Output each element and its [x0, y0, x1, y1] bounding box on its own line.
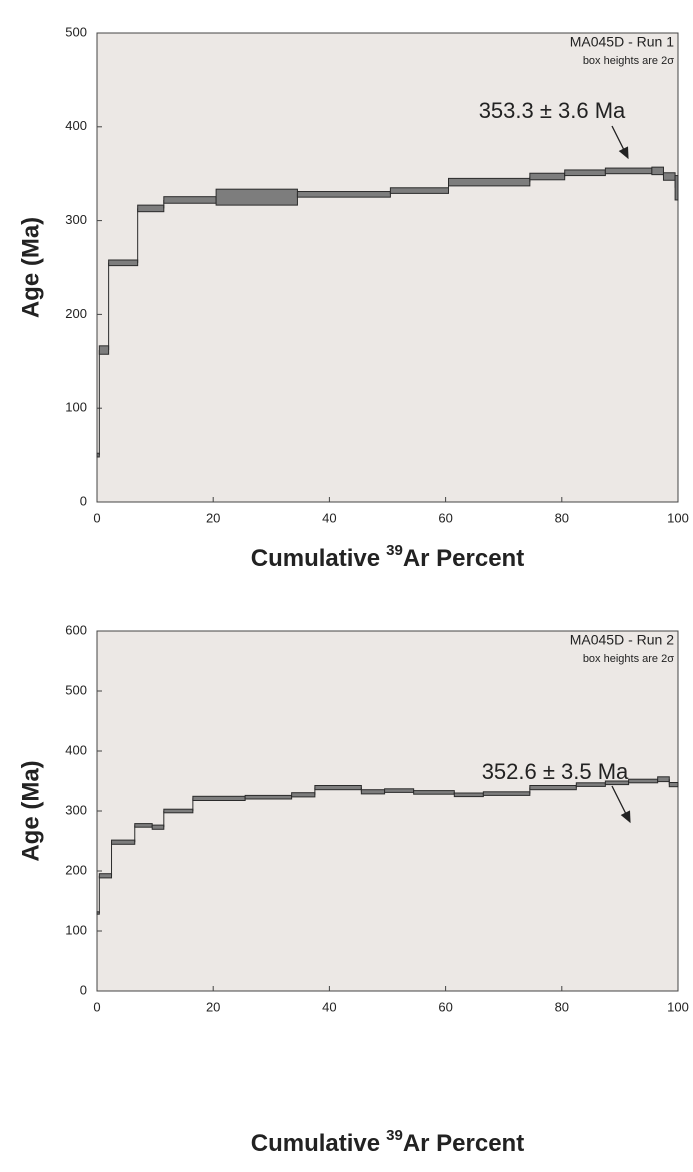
step-box: [98, 873, 113, 879]
step-box: [163, 196, 217, 204]
step-box: [657, 776, 670, 783]
x-axis-label-superscript: 39: [386, 1127, 403, 1144]
step-box: [98, 345, 110, 355]
x-axis-label: Cumulative 39Ar Percent: [251, 1127, 524, 1157]
y-tick-label: 400: [65, 118, 87, 133]
annotation: 353.3 ± 3.6 Ma: [479, 98, 626, 123]
x-axis-label-superscript: 39: [386, 542, 403, 559]
y-axis-label: Age (Ma): [17, 217, 44, 318]
chart-note: box heights are 2σ: [583, 55, 674, 67]
annotation: 352.6 ± 3.5 Ma: [482, 759, 629, 784]
step-box: [389, 187, 450, 194]
step-box: [314, 785, 362, 791]
annotation-arrow: [611, 125, 629, 160]
plot-area: [96, 32, 679, 503]
step-box: [564, 169, 606, 177]
step-box: [108, 259, 139, 267]
x-axis-label: Cumulative 39Ar Percent: [251, 542, 524, 572]
step-box: [163, 808, 194, 814]
y-tick-label: 100: [65, 400, 87, 415]
x-tick-label: 100: [667, 510, 689, 525]
chart-title: MA045D - Run 1: [570, 34, 674, 50]
step-box: [674, 175, 679, 201]
y-tick-label: 300: [65, 212, 87, 227]
step-box: [215, 188, 298, 206]
step-box: [151, 824, 165, 830]
x-axis-label-part: Cumulative: [251, 1130, 380, 1157]
step-box: [482, 791, 531, 796]
y-tick-label: 200: [65, 862, 87, 877]
step-box: [360, 789, 386, 795]
y-tick-label: 0: [80, 493, 87, 508]
y-tick-label: 600: [65, 622, 87, 637]
x-axis-label-part: Cumulative: [251, 545, 380, 572]
chart-note: box heights are 2σ: [583, 653, 674, 665]
annotation-arrow: [611, 785, 631, 824]
step-box: [192, 795, 246, 801]
step-box: [651, 166, 664, 176]
x-tick-label: 0: [93, 510, 100, 525]
step-box: [384, 788, 415, 793]
y-axis-label: Age (Ma): [17, 760, 44, 861]
step-box: [453, 792, 484, 798]
x-tick-label: 60: [438, 999, 452, 1014]
step-box: [448, 177, 531, 187]
step-box: [137, 204, 165, 213]
y-tick-label: 0: [80, 982, 87, 997]
x-tick-label: 80: [555, 510, 569, 525]
x-tick-label: 20: [206, 510, 220, 525]
step-box: [291, 792, 316, 798]
step-box: [244, 794, 293, 800]
y-tick-label: 500: [65, 682, 87, 697]
plot-area: [96, 630, 679, 992]
x-axis-label-part: Ar Percent: [403, 545, 524, 572]
step-box: [529, 785, 577, 791]
step-box: [529, 172, 566, 181]
y-tick-label: 500: [65, 24, 87, 39]
y-tick-label: 300: [65, 802, 87, 817]
x-tick-label: 0: [93, 999, 100, 1014]
y-tick-label: 400: [65, 742, 87, 757]
step-box: [662, 172, 676, 181]
x-tick-label: 40: [322, 510, 336, 525]
x-tick-label: 20: [206, 999, 220, 1014]
x-tick-label: 40: [322, 999, 336, 1014]
x-tick-label: 60: [438, 510, 452, 525]
step-box: [668, 782, 679, 788]
step-box: [628, 778, 659, 784]
step-box: [604, 167, 653, 175]
step-box: [111, 839, 136, 845]
y-tick-label: 100: [65, 922, 87, 937]
x-tick-label: 80: [555, 999, 569, 1014]
chart-title: MA045D - Run 2: [570, 632, 674, 648]
step-box: [296, 191, 391, 198]
y-tick-label: 200: [65, 306, 87, 321]
step-box: [134, 823, 153, 828]
x-tick-label: 100: [667, 999, 689, 1014]
x-axis-label-part: Ar Percent: [403, 1130, 524, 1157]
step-box: [413, 790, 455, 795]
